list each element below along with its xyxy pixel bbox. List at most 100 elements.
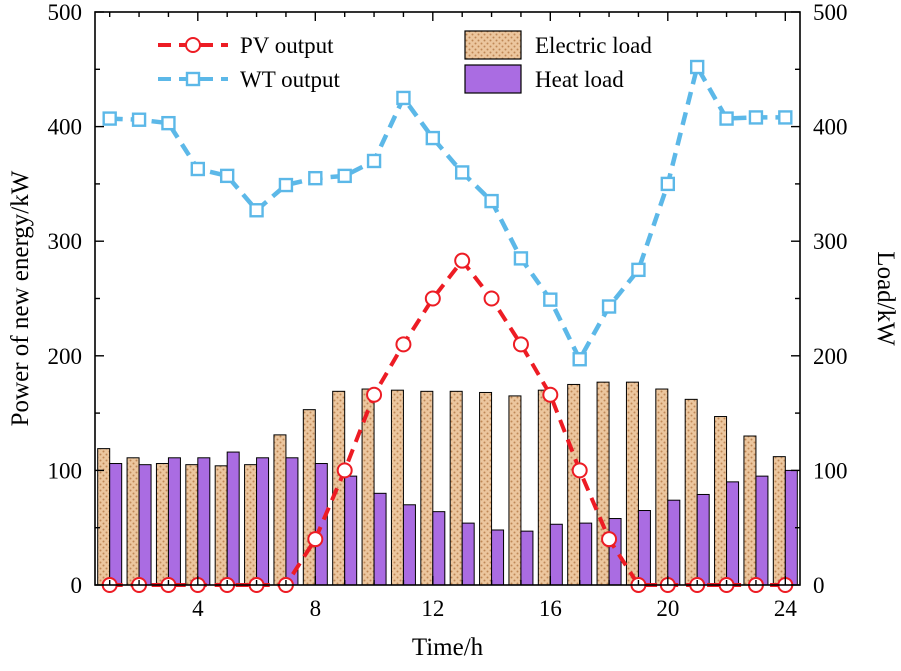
electric-load-bar xyxy=(420,390,434,586)
wt-marker-icon xyxy=(631,262,646,278)
left-y-axis-title: Power of new energy/kW xyxy=(7,170,34,426)
wt-marker-icon xyxy=(660,176,676,192)
pv-marker-icon xyxy=(336,462,353,479)
electric-load-bar xyxy=(302,409,316,586)
wt-marker-icon xyxy=(190,161,206,177)
heat-load-bar xyxy=(138,464,152,586)
electric-load-bar xyxy=(655,388,669,586)
wt-marker-icon xyxy=(337,168,352,184)
x-tick-label: 8 xyxy=(310,596,322,621)
electric-load-bar xyxy=(126,457,140,586)
heat-load-bar xyxy=(608,518,622,586)
electric-load-bars xyxy=(97,381,786,586)
wt-marker-icon xyxy=(513,251,529,266)
left-y-tick-label: 200 xyxy=(48,344,83,369)
pv-marker-icon xyxy=(483,290,500,307)
x-tick-label: 20 xyxy=(656,596,679,621)
electric-load-bar xyxy=(479,391,493,586)
right-y-tick-label: 100 xyxy=(813,458,848,483)
pv-marker-icon xyxy=(601,531,618,548)
heat-load-bar xyxy=(579,522,593,586)
pv-marker-icon xyxy=(307,531,324,548)
right-y-tick-label: 500 xyxy=(813,0,848,25)
right-y-tick-label: 200 xyxy=(813,344,848,369)
x-tick-label: 4 xyxy=(192,596,204,621)
legend-electric-load-label: Electric load xyxy=(535,33,652,58)
pv-marker-icon xyxy=(542,386,559,403)
left-y-tick-label: 500 xyxy=(48,0,83,25)
electric-load-bar xyxy=(390,389,404,586)
x-axis-title: Time/h xyxy=(412,634,484,661)
x-tick-label: 16 xyxy=(539,596,562,621)
wt-marker-icon xyxy=(425,130,441,146)
pv-marker-icon xyxy=(571,462,588,479)
electric-load-bar xyxy=(567,383,581,586)
wt-marker-icon xyxy=(131,112,147,127)
pv-marker-icon xyxy=(424,290,441,307)
pv-marker-icon xyxy=(395,336,412,353)
electric-load-bar xyxy=(625,381,639,586)
wt-marker-icon xyxy=(484,193,499,209)
left-y-tick-label: 400 xyxy=(48,115,83,140)
axis-ticks xyxy=(95,11,800,586)
heat-load-bar xyxy=(256,457,270,586)
heat-load-bar xyxy=(402,504,416,586)
wt-marker-icon xyxy=(778,110,793,125)
pv-marker-icon xyxy=(454,252,471,269)
electric-load-bar xyxy=(97,448,111,586)
electric-load-bar xyxy=(155,463,169,586)
right-y-tick-label: 400 xyxy=(813,115,848,140)
right-y-tick-label: 300 xyxy=(813,229,848,254)
heat-load-bar xyxy=(197,457,211,586)
wt-marker-icon xyxy=(219,168,235,184)
wt-marker-icon xyxy=(543,292,558,307)
left-y-tick-label: 100 xyxy=(48,458,83,483)
heat-load-bar xyxy=(696,493,710,586)
left-y-tick-label: 300 xyxy=(48,229,83,254)
heat-load-bar xyxy=(373,492,387,586)
wt-marker-icon xyxy=(249,203,264,218)
heat-load-bar xyxy=(755,475,769,586)
electric-load-bar xyxy=(449,390,463,586)
legend-pv-output-marker-icon xyxy=(185,37,201,53)
heat-load-bar xyxy=(637,510,651,586)
wt-marker-icon xyxy=(454,165,470,180)
electric-load-bar xyxy=(332,390,346,586)
wt-marker-icon xyxy=(366,153,382,169)
wt-marker-icon xyxy=(748,110,764,125)
heat-load-bar xyxy=(314,463,328,586)
left-y-tick-label: 0 xyxy=(71,573,83,598)
x-tick-label: 24 xyxy=(774,596,798,621)
heat-load-bar xyxy=(109,463,123,586)
wt-marker-icon xyxy=(601,299,617,314)
legend-pv-output-label: PV output xyxy=(240,33,334,58)
heat-load-bar xyxy=(344,475,358,586)
legend-heat-load-label: Heat load xyxy=(535,67,624,92)
heat-load-bar xyxy=(520,530,534,586)
wt-output-line xyxy=(102,59,793,367)
electric-load-bar xyxy=(214,465,228,586)
heat-load-bar xyxy=(461,522,475,586)
heat-load-bar xyxy=(491,529,505,586)
electric-load-bar xyxy=(508,395,522,586)
right-y-tick-label: 0 xyxy=(813,573,825,598)
wt-marker-icon xyxy=(308,170,323,186)
electric-load-bar xyxy=(772,456,786,586)
pv-marker-icon xyxy=(512,336,529,353)
wt-marker-icon xyxy=(719,111,734,126)
right-y-axis-title: Load/kW xyxy=(872,251,899,346)
wt-marker-icon xyxy=(572,352,587,367)
electric-load-bar xyxy=(596,381,610,586)
legend-wt-output-marker-icon xyxy=(185,71,201,87)
legend-heat-load-swatch-icon xyxy=(464,64,522,94)
heat-load-bar xyxy=(549,523,563,586)
heat-load-bar xyxy=(167,457,181,586)
electric-load-bar xyxy=(714,416,728,586)
wt-marker-icon xyxy=(396,90,411,106)
electric-load-bar xyxy=(244,464,258,586)
heat-load-bar xyxy=(432,511,446,586)
electric-load-bar xyxy=(684,398,698,586)
electric-load-bar xyxy=(743,435,757,586)
